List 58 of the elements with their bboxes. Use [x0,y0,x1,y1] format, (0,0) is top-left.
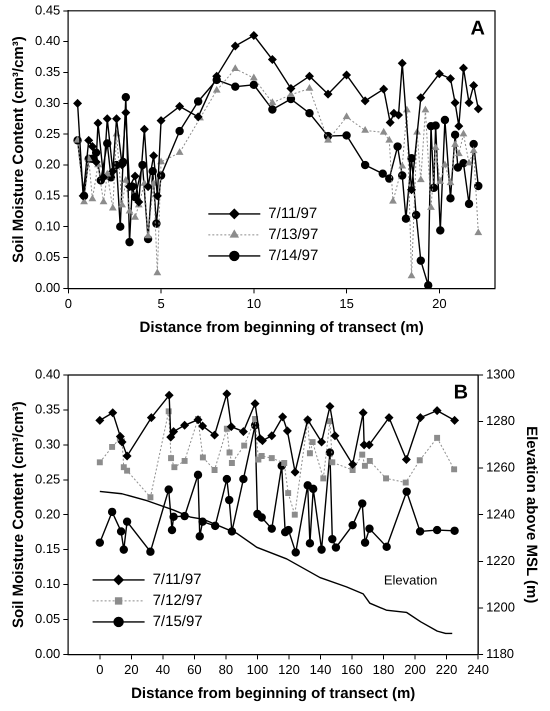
x-tick-label: 120 [278,662,300,677]
y-tick-label: 0.40 [34,33,60,48]
y-tick-label: 0.20 [34,156,60,172]
legend-label: 7/11/97 [268,205,318,222]
y-tick-label: 0.25 [34,126,60,141]
y-axis-title: Soil Moisture Content (cm³/cm³) [10,401,28,628]
y2-axis-title: Elevation above MSL (m) [522,426,540,604]
annotation: B [454,382,468,404]
y-tick-label: 0.30 [34,436,60,452]
y2-tick-label: 1280 [486,413,515,428]
x-axis-title: Distance from beginning of transect (m) [140,319,424,336]
y-tick-label: 0.00 [34,280,60,295]
y2-tick-label: 1220 [486,552,515,568]
legend-label: 7/14/97 [268,247,318,264]
x-tick-label: 80 [218,662,234,677]
x-tick-label: 60 [187,662,202,677]
x-tick-label: 140 [310,662,332,677]
x-tick-label: 0 [96,662,104,677]
y-tick-label: 0.25 [34,471,60,486]
y2-tick-label: 1180 [486,646,514,661]
y-tick-label: 0.45 [34,2,60,18]
y-tick-label: 0.30 [34,94,60,110]
x-tick-label: 100 [246,662,268,677]
y-tick-label: 0.35 [34,402,60,417]
x-tick-label: 40 [156,662,170,677]
y-tick-label: 0.10 [34,576,60,592]
x-tick-label: 5 [157,296,165,311]
x-tick-label: 10 [246,296,262,311]
y-tick-label: 0.40 [34,366,60,382]
x-tick-label: 15 [339,296,354,311]
x-axis-title: Distance from beginning of transect (m) [131,685,416,702]
x-tick-label: 160 [341,662,363,677]
y-tick-label: 0.15 [34,541,60,556]
y-tick-label: 0.00 [34,646,60,661]
y-tick-label: 0.05 [34,249,60,264]
legend-label: 7/12/97 [152,592,203,610]
y2-tick-label: 1200 [486,599,515,614]
x-tick-label: 240 [467,662,489,677]
x-tick-label: 180 [372,662,394,677]
y2-tick-label: 1260 [486,460,515,475]
y2-tick-label: 1240 [486,506,515,522]
y-tick-label: 0.35 [34,64,60,80]
y2-tick-label: 1300 [486,366,515,382]
x-tick-label: 20 [124,662,139,677]
annotation: Elevation [384,572,438,588]
y-axis-title: Soil Moisture Content (cm³/cm³) [10,36,28,263]
y-tick-label: 0.20 [34,506,60,522]
legend-label: 7/15/97 [152,613,203,630]
x-tick-label: 200 [404,662,426,677]
y-tick-label: 0.15 [34,187,60,202]
x-tick-label: 20 [432,296,447,311]
legend-label: 7/11/97 [152,571,202,588]
x-tick-label: 220 [436,662,458,677]
y-tick-label: 0.10 [34,218,60,234]
legend-label: 7/13/97 [268,226,318,244]
x-tick-label: 0 [64,296,72,311]
annotation: A [470,17,485,40]
y-tick-label: 0.05 [34,611,60,626]
